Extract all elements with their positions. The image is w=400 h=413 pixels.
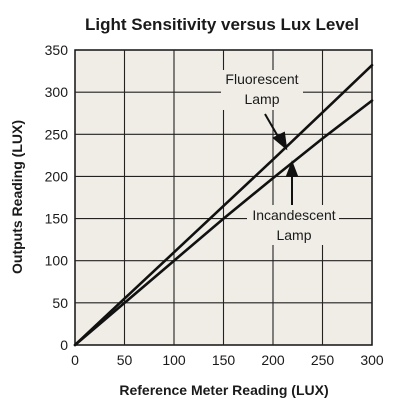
- x-tick-label: 150: [212, 352, 236, 368]
- x-tick-label: 0: [71, 352, 79, 368]
- y-tick-label: 250: [45, 126, 69, 142]
- incandescent-label: Incandescent Lamp: [247, 205, 339, 245]
- fluorescent-label-line2: Lamp: [244, 91, 279, 107]
- x-tick-label: 250: [311, 352, 335, 368]
- x-tick-label: 200: [261, 352, 285, 368]
- chart-title: Light Sensitivity versus Lux Level: [85, 15, 359, 34]
- y-axis-label: Outputs Reading (LUX): [9, 120, 25, 274]
- series-lines: [73, 63, 374, 347]
- y-axis-ticks: 0 50 100 150 200 250 300 350: [45, 42, 69, 353]
- series-line-fluorescent: [73, 63, 374, 347]
- grid: [75, 50, 372, 345]
- x-axis-ticks: 0 50 100 150 200 250 300: [71, 352, 384, 368]
- series-line-incandescent: [73, 99, 374, 347]
- y-tick-label: 50: [52, 295, 68, 311]
- fluorescent-arrow-head: [272, 131, 288, 151]
- fluorescent-label-line1: Fluorescent: [225, 71, 298, 87]
- y-tick-label: 200: [45, 168, 69, 184]
- x-axis-label: Reference Meter Reading (LUX): [119, 382, 328, 398]
- x-tick-label: 50: [117, 352, 133, 368]
- fluorescent-label: Fluorescent Lamp: [221, 70, 303, 110]
- y-tick-label: 150: [45, 211, 69, 227]
- y-tick-label: 0: [60, 337, 68, 353]
- y-tick-label: 100: [45, 253, 69, 269]
- incandescent-arrow-head: [285, 160, 299, 177]
- incandescent-label-line1: Incandescent: [252, 207, 335, 223]
- incandescent-label-line2: Lamp: [276, 227, 311, 243]
- y-tick-label: 300: [45, 84, 69, 100]
- x-tick-label: 300: [360, 352, 384, 368]
- x-tick-label: 100: [162, 352, 186, 368]
- y-tick-label: 350: [45, 42, 69, 58]
- annotation-arrows: [264, 113, 299, 205]
